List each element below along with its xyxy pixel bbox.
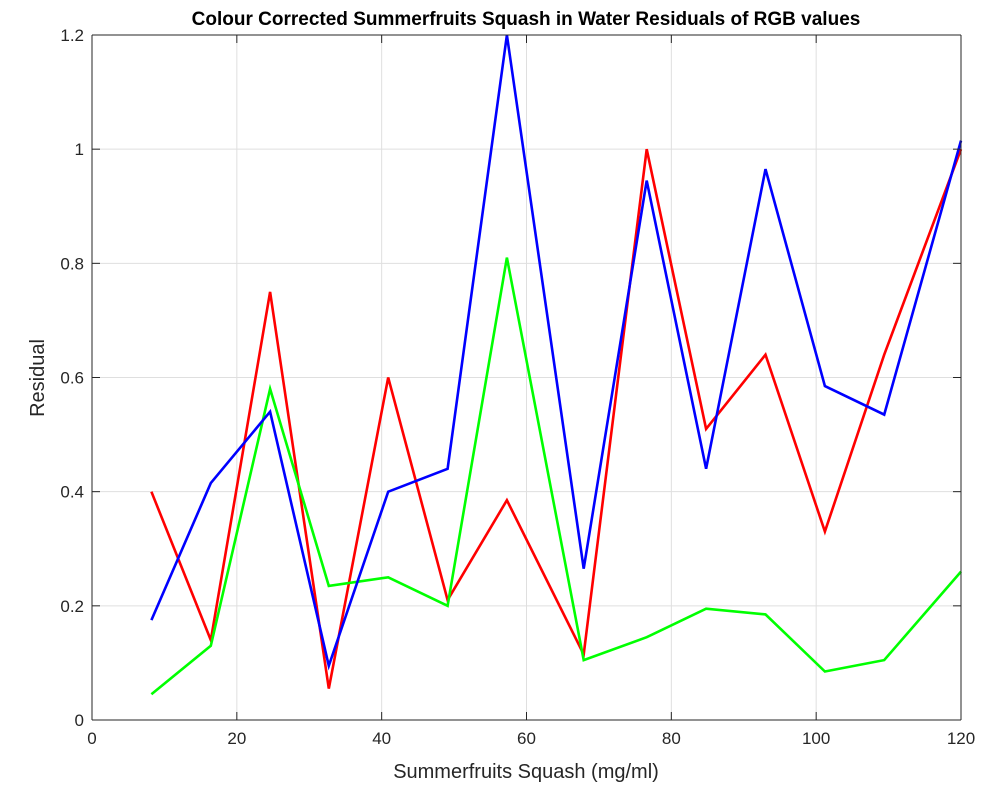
axes: [91, 34, 962, 721]
y-tick-label-1: 0.2: [60, 597, 84, 616]
chart-title: Colour Corrected Summerfruits Squash in …: [192, 9, 861, 30]
y-axis-label: Residual: [27, 339, 49, 417]
tick-labels: 0 20 40 60 80 100 120 0 0.2 0.4 0.6 0.8 1 1.2: [60, 26, 975, 748]
data-series: [150, 34, 963, 696]
series-line-0: [150, 148, 963, 689]
y-tick-label-5: 1: [75, 140, 84, 159]
x-tick-label-5: 100: [802, 729, 830, 748]
series-line-2: [150, 34, 963, 671]
x-tick-label-3: 60: [517, 729, 536, 748]
x-tick-label-1: 20: [227, 729, 246, 748]
y-tick-label-4: 0.8: [60, 254, 84, 273]
x-tick-label-2: 40: [372, 729, 391, 748]
x-axis-label: Summerfruits Squash (mg/ml): [393, 761, 659, 783]
x-tick-label-4: 80: [662, 729, 681, 748]
y-tick-label-0: 0: [75, 711, 84, 730]
y-tick-label-2: 0.4: [60, 483, 84, 502]
y-tick-label-6: 1.2: [60, 26, 84, 45]
x-tick-label-0: 0: [87, 729, 96, 748]
x-tick-label-6: 120: [947, 729, 975, 748]
series-line-1: [150, 257, 962, 696]
y-tick-label-3: 0.6: [60, 369, 84, 388]
